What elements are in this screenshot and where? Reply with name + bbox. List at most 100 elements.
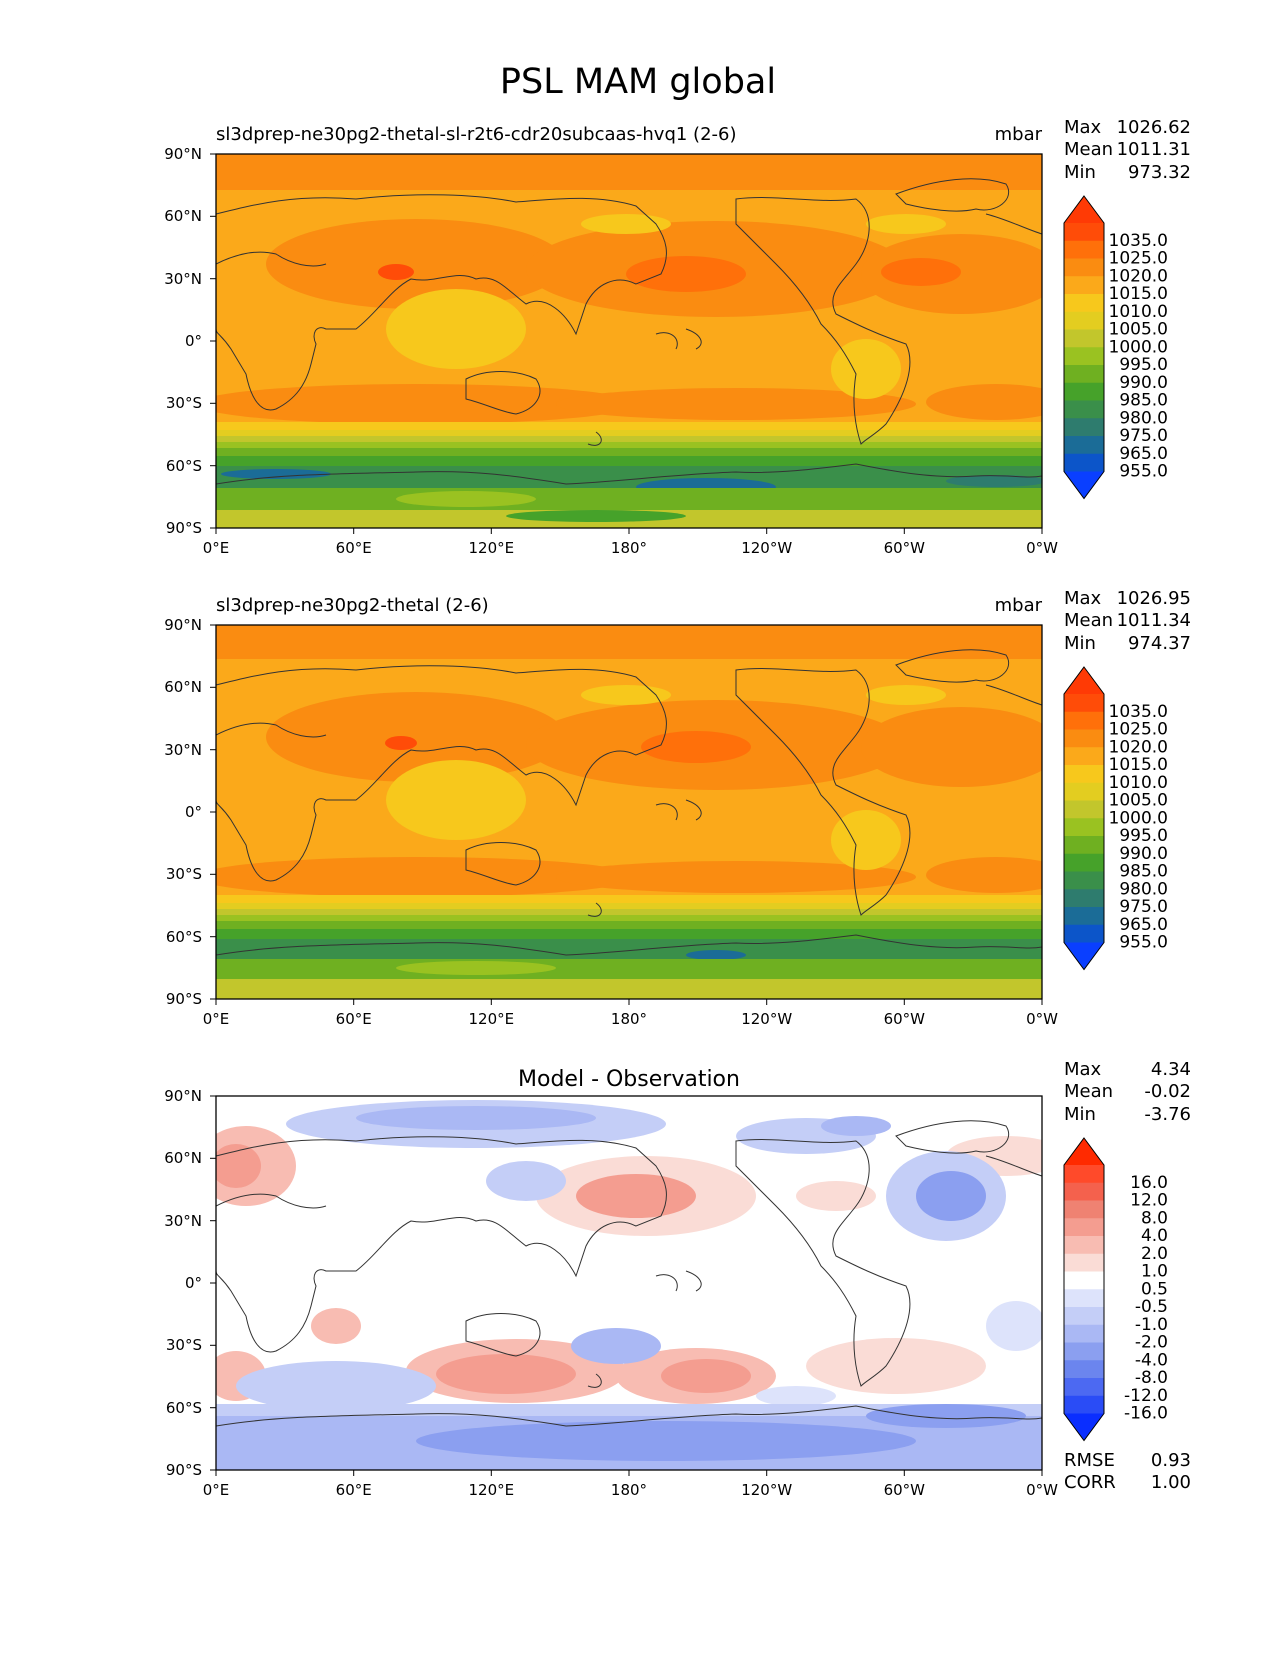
colorbar-tick-label: 965.0 bbox=[1119, 444, 1168, 464]
colorbar-tick-label: 955.0 bbox=[1119, 933, 1168, 953]
colorbar-tick-label: 16.0 bbox=[1130, 1173, 1168, 1193]
colorbar-segment bbox=[1064, 329, 1104, 348]
colorbar-segment bbox=[1064, 1342, 1104, 1361]
lat-label: 30°N bbox=[164, 270, 202, 288]
lat-label: 90°S bbox=[166, 990, 202, 1008]
lon-label: 0°E bbox=[203, 1010, 230, 1028]
panel-3-stats: Max 4.34 Mean -0.02 Min -3.76 bbox=[1064, 1059, 1191, 1125]
stat-label: Max bbox=[1064, 1059, 1102, 1080]
lat-label: 30°S bbox=[166, 865, 202, 883]
colorbar-tick-label: 980.0 bbox=[1119, 408, 1168, 428]
lat-label: 60°N bbox=[164, 207, 202, 225]
colorbar-tick-label: -16.0 bbox=[1124, 1404, 1168, 1424]
colorbar-segment bbox=[1064, 1271, 1104, 1290]
colorbar-extend-min bbox=[1064, 1413, 1104, 1441]
panel-1-colorbar: 1035.01025.01020.01015.01010.01005.01000… bbox=[1063, 195, 1168, 500]
colorbar-tick-label: 12.0 bbox=[1130, 1191, 1168, 1211]
lat-label: 60°S bbox=[166, 928, 202, 946]
panel-3-footer-stats: RMSE 0.93 CORR 1.00 bbox=[1064, 1450, 1191, 1493]
stat-label: Mean bbox=[1064, 139, 1113, 160]
panel-2-stats: Max 1026.95 Mean 1011.34 Min 974.37 bbox=[1064, 588, 1191, 654]
lon-label: 60°E bbox=[336, 1481, 372, 1499]
colorbar-tick-label: 995.0 bbox=[1119, 826, 1168, 846]
panel-3: Model - Observation bbox=[164, 1059, 1191, 1499]
lon-label: 120°W bbox=[741, 1010, 792, 1028]
stat-label: Mean bbox=[1064, 610, 1113, 631]
colorbar-tick-label: 955.0 bbox=[1119, 462, 1168, 482]
lon-label: 0°E bbox=[203, 539, 230, 557]
colorbar-tick-label: 985.0 bbox=[1119, 862, 1168, 882]
colorbar-outline bbox=[1063, 666, 1105, 971]
colorbar-tick-label: 1000.0 bbox=[1109, 808, 1168, 828]
rmse-label: RMSE bbox=[1064, 1450, 1115, 1471]
colorbar-tick-label: 975.0 bbox=[1119, 426, 1168, 446]
colorbar-segment bbox=[1064, 1324, 1104, 1343]
panel-2-lon-ticks: 0°E 60°E 120°E 180° 120°W 60°W 0°W bbox=[203, 999, 1058, 1028]
stat-label: Mean bbox=[1064, 1081, 1113, 1102]
stat-value: 1026.95 bbox=[1117, 588, 1191, 609]
lat-label: 90°N bbox=[164, 616, 202, 634]
colorbar-segment bbox=[1064, 907, 1104, 926]
corr-label: CORR bbox=[1064, 1472, 1116, 1493]
lat-label: 30°N bbox=[164, 1212, 202, 1230]
colorbar-segment bbox=[1064, 453, 1104, 472]
colorbar-tick-label: 1025.0 bbox=[1109, 249, 1168, 269]
colorbar-tick-label: 1005.0 bbox=[1109, 791, 1168, 811]
lat-label: 0° bbox=[185, 332, 202, 350]
colorbar-tick-label: 965.0 bbox=[1119, 915, 1168, 935]
panel-2-title: sl3dprep-ne30pg2-thetal (2-6) bbox=[216, 595, 489, 616]
colorbar-segment bbox=[1064, 311, 1104, 330]
colorbar-outline bbox=[1063, 195, 1105, 500]
colorbar-segment bbox=[1064, 382, 1104, 401]
stat-value: 4.34 bbox=[1151, 1059, 1191, 1080]
colorbar-segment bbox=[1064, 1182, 1104, 1201]
lon-label: 0°W bbox=[1026, 1481, 1058, 1499]
stat-label: Max bbox=[1064, 588, 1102, 609]
colorbar-extend-min bbox=[1064, 471, 1104, 499]
colorbar-tick-label: 990.0 bbox=[1119, 373, 1168, 393]
colorbar-segment bbox=[1064, 400, 1104, 419]
lat-label: 90°S bbox=[166, 1461, 202, 1479]
colorbar-tick-label: 4.0 bbox=[1141, 1226, 1168, 1246]
lat-label: 60°N bbox=[164, 1149, 202, 1167]
stat-value: 973.32 bbox=[1128, 162, 1191, 183]
colorbar-segment bbox=[1064, 1253, 1104, 1272]
colorbar-tick-label: 995.0 bbox=[1119, 355, 1168, 375]
colorbar-segment bbox=[1064, 800, 1104, 819]
colorbar-extend-max bbox=[1064, 667, 1104, 694]
panel-1-lat-ticks: 90°N 60°N 30°N 0° 30°S 60°S 90°S bbox=[164, 145, 216, 537]
lon-label: 0°W bbox=[1026, 539, 1058, 557]
lon-label: 60°E bbox=[336, 1010, 372, 1028]
colorbar-tick-label: 1025.0 bbox=[1109, 720, 1168, 740]
colorbar-segment bbox=[1064, 1395, 1104, 1414]
lon-label: 120°E bbox=[468, 1481, 514, 1499]
colorbar-tick-label: 990.0 bbox=[1119, 844, 1168, 864]
panel-3-map bbox=[216, 1096, 1042, 1470]
panel-1-title: sl3dprep-ne30pg2-thetal-sl-r2t6-cdr20sub… bbox=[216, 124, 737, 145]
panel-2-units: mbar bbox=[995, 595, 1043, 616]
lat-label: 30°S bbox=[166, 394, 202, 412]
lat-label: 60°S bbox=[166, 1399, 202, 1417]
stat-value: -0.02 bbox=[1144, 1081, 1191, 1102]
lon-label: 180° bbox=[611, 1010, 647, 1028]
panel-1: sl3dprep-ne30pg2-thetal-sl-r2t6-cdr20sub… bbox=[164, 117, 1191, 557]
colorbar-tick-label: 1010.0 bbox=[1109, 302, 1168, 322]
colorbar-tick-label: 975.0 bbox=[1119, 897, 1168, 917]
rmse-value: 0.93 bbox=[1151, 1450, 1191, 1471]
stat-value: 1011.31 bbox=[1117, 139, 1191, 160]
stat-label: Min bbox=[1064, 633, 1096, 654]
colorbar-tick-label: 985.0 bbox=[1119, 391, 1168, 411]
lon-label: 60°W bbox=[884, 539, 926, 557]
colorbar-segment bbox=[1064, 729, 1104, 748]
colorbar-segment bbox=[1064, 1289, 1104, 1308]
colorbar-segment bbox=[1064, 1378, 1104, 1397]
stat-value: 1011.34 bbox=[1117, 610, 1191, 631]
colorbar-extend-min bbox=[1064, 942, 1104, 970]
lat-label: 60°S bbox=[166, 457, 202, 475]
colorbar-tick-label: 1020.0 bbox=[1109, 737, 1168, 757]
colorbar-segment bbox=[1064, 1218, 1104, 1237]
panel-2-coastlines bbox=[216, 649, 1042, 956]
panel-3-title: Model - Observation bbox=[518, 1067, 740, 1092]
lat-label: 0° bbox=[185, 803, 202, 821]
